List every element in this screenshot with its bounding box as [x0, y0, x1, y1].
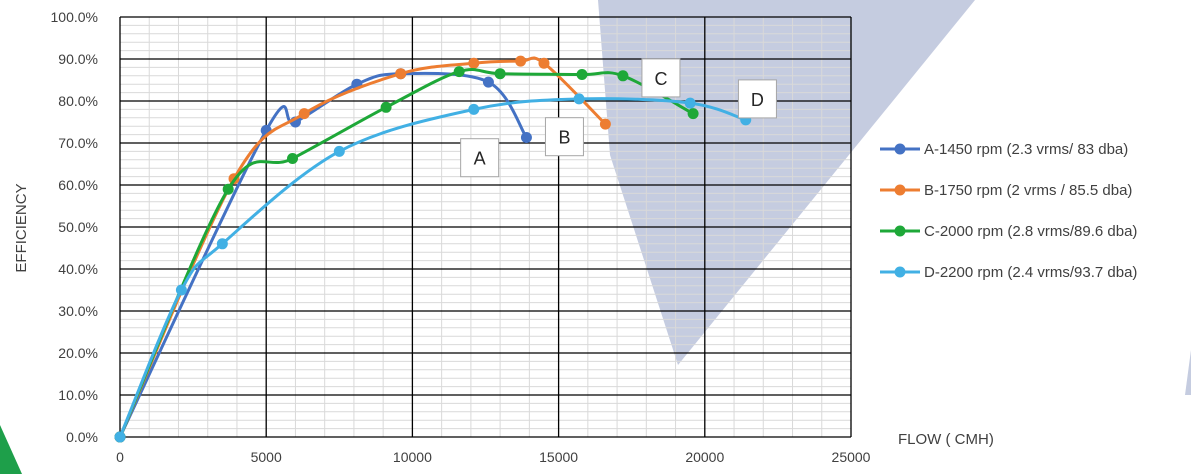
- data-point: [222, 183, 234, 195]
- y-tick-label: 20.0%: [58, 345, 98, 361]
- y-tick-label: 40.0%: [58, 261, 98, 277]
- callout-label: A: [474, 149, 486, 169]
- data-point: [453, 66, 465, 78]
- x-tick-label: 5000: [251, 449, 282, 465]
- legend-marker: [894, 266, 906, 278]
- series-d: [114, 93, 752, 443]
- data-point: [684, 97, 696, 109]
- x-tick-label: 15000: [539, 449, 578, 465]
- legend-marker: [894, 184, 906, 196]
- series-line: [118, 56, 607, 438]
- legend-label: A-1450 rpm (2.3 vrms/ 83 dba): [924, 141, 1128, 158]
- callout-label: C: [654, 69, 667, 89]
- x-tick-label: 10000: [393, 449, 432, 465]
- y-tick-label: 10.0%: [58, 387, 98, 403]
- data-point: [468, 57, 480, 69]
- y-axis-title: EFFICIENCY: [13, 183, 30, 272]
- legend-entry: C-2000 rpm (2.8 vrms/89.6 dba): [880, 223, 1137, 240]
- data-point: [380, 101, 392, 113]
- data-point: [395, 68, 407, 80]
- y-axis-ticks: 0.0% 10.0% 20.0% 30.0% 40.0% 50.0% 60.0% 70.0% 8…: [51, 9, 98, 445]
- callout-box: [641, 58, 681, 98]
- legend-label: B-1750 rpm (2 vrms / 85.5 dba): [924, 182, 1132, 199]
- legend-marker: [894, 225, 906, 237]
- series-lines: [114, 55, 752, 443]
- background-wedge-shape: [598, 0, 975, 365]
- legend: A-1450 rpm (2.3 vrms/ 83 dba) B-1750 rpm …: [880, 141, 1137, 281]
- y-tick-label: 0.0%: [66, 429, 98, 445]
- data-point: [687, 108, 699, 120]
- data-point: [298, 108, 310, 120]
- y-tick-label: 70.0%: [58, 135, 98, 151]
- y-tick-label: 30.0%: [58, 303, 98, 319]
- x-axis-title: FLOW ( CMH): [898, 431, 994, 448]
- data-point: [494, 68, 506, 80]
- x-axis-ticks: 0 5000 10000 15000 20000 25000: [116, 449, 871, 465]
- data-point: [599, 118, 611, 130]
- edge-accent-shape: [1185, 350, 1191, 395]
- data-point: [520, 132, 532, 144]
- data-point: [114, 431, 126, 443]
- data-point: [576, 69, 588, 81]
- data-point: [573, 93, 585, 105]
- series-b: [114, 55, 611, 443]
- legend-entry: B-1750 rpm (2 vrms / 85.5 dba): [880, 182, 1132, 199]
- y-tick-label: 60.0%: [58, 177, 98, 193]
- callout-box: [544, 117, 584, 157]
- data-point: [468, 103, 480, 115]
- legend-entry: A-1450 rpm (2.3 vrms/ 83 dba): [880, 141, 1128, 158]
- data-point: [515, 55, 527, 67]
- legend-label: C-2000 rpm (2.8 vrms/89.6 dba): [924, 223, 1137, 240]
- y-tick-label: 50.0%: [58, 219, 98, 235]
- y-tick-label: 100.0%: [51, 9, 98, 25]
- callout-box: [460, 138, 500, 178]
- data-point: [333, 145, 345, 157]
- series-line: [118, 67, 694, 438]
- corner-accent-shape: [0, 425, 22, 474]
- series-line: [118, 71, 528, 438]
- y-tick-label: 90.0%: [58, 51, 98, 67]
- x-tick-label: 20000: [685, 449, 724, 465]
- data-point: [482, 76, 494, 88]
- data-point: [287, 153, 299, 165]
- data-point: [538, 57, 550, 69]
- x-tick-label: 0: [116, 449, 124, 465]
- callout-label: D: [751, 90, 764, 110]
- callout-box: [737, 79, 777, 119]
- y-tick-label: 80.0%: [58, 93, 98, 109]
- data-point: [216, 238, 228, 250]
- x-tick-label: 25000: [832, 449, 871, 465]
- curve-callouts: A B C D: [460, 58, 777, 178]
- callout-label: B: [558, 128, 570, 148]
- legend-label: D-2200 rpm (2.4 vrms/93.7 dba): [924, 264, 1137, 281]
- legend-marker: [894, 143, 906, 155]
- data-point: [617, 70, 629, 82]
- data-point: [175, 284, 187, 296]
- legend-entry: D-2200 rpm (2.4 vrms/93.7 dba): [880, 264, 1137, 281]
